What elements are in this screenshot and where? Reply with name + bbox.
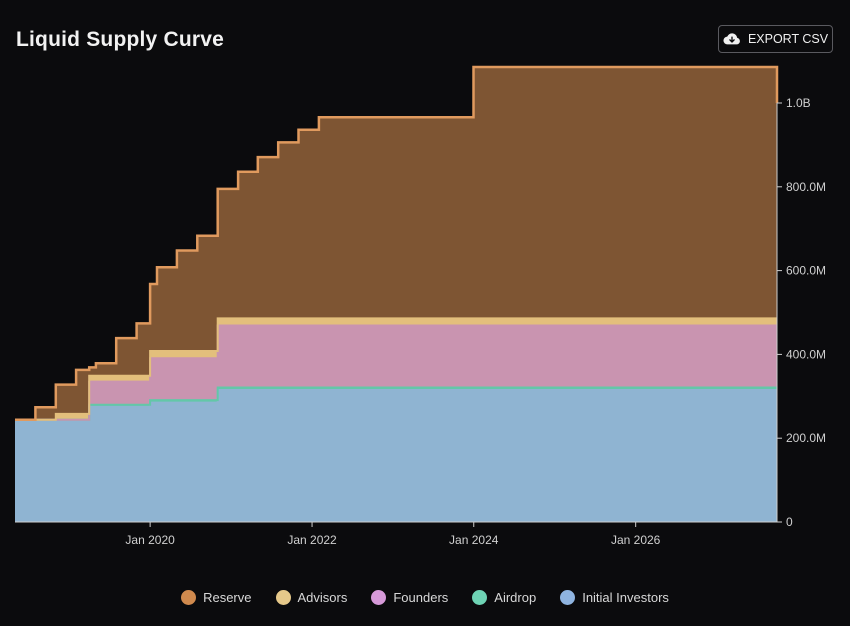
legend-item-founders[interactable]: Founders	[371, 590, 448, 605]
legend-label-advisors: Advisors	[297, 590, 348, 605]
line-reserve	[15, 65, 779, 422]
x-tick-label: Jan 2022	[287, 533, 337, 547]
line-initial-investors	[15, 389, 777, 423]
export-csv-button[interactable]: EXPORT CSV	[718, 25, 833, 53]
legend-label-initial-investors: Initial Investors	[582, 590, 669, 605]
legend-item-initial-investors[interactable]: Initial Investors	[560, 590, 669, 605]
x-tick-label: Jan 2020	[125, 533, 175, 547]
cloud-download-icon	[723, 33, 740, 45]
legend-swatch-founders	[371, 590, 387, 605]
y-tick-label: 800.0M	[786, 180, 826, 194]
area-reserve	[15, 67, 777, 420]
legend-label-reserve: Reserve	[203, 590, 252, 605]
legend-swatch-airdrop	[472, 590, 488, 605]
y-tick-label: 0	[786, 515, 793, 529]
legend-swatch-initial-investors	[560, 590, 576, 605]
line-advisors	[15, 317, 777, 421]
y-tick-label: 600.0M	[786, 264, 826, 278]
line-founders	[15, 324, 777, 421]
legend-item-advisors[interactable]: Advisors	[275, 590, 348, 605]
x-tick-label: Jan 2026	[611, 533, 661, 547]
y-tick-label: 200.0M	[786, 431, 826, 445]
legend-item-airdrop[interactable]: Airdrop	[472, 590, 536, 605]
supply-chart: 0 200.0M 400.0M 600.0M 800.0M 1.0B Jan 2020 Jan…	[15, 65, 826, 547]
y-tick-label: 400.0M	[786, 347, 826, 361]
page-title: Liquid Supply Curve	[16, 28, 224, 51]
legend-label-airdrop: Airdrop	[494, 590, 537, 605]
legend-item-reserve[interactable]: Reserve	[181, 590, 252, 605]
legend-label-founders: Founders	[393, 590, 449, 605]
x-tick-label: Jan 2024	[449, 533, 499, 547]
y-tick-label: 1.0B	[786, 96, 811, 110]
legend-swatch-advisors	[275, 590, 291, 605]
export-csv-label: EXPORT CSV	[747, 32, 829, 46]
area-initial-investors	[15, 390, 777, 522]
area-founders	[15, 325, 777, 420]
legend-swatch-reserve	[181, 590, 197, 605]
chart-legend: Reserve Advisors Founders Airdrop Initia…	[0, 590, 850, 605]
